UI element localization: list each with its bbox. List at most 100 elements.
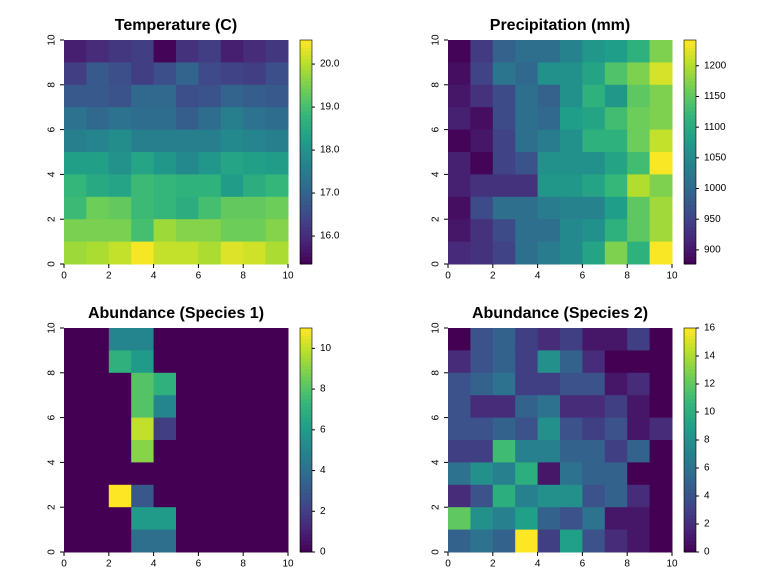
cell — [108, 507, 132, 531]
cell — [537, 440, 561, 463]
cell — [176, 196, 199, 220]
colorbar-segment — [684, 155, 696, 160]
colorbar-segment — [300, 361, 312, 366]
cell — [265, 107, 289, 131]
x-tick-label: 0 — [61, 559, 67, 570]
cell — [108, 84, 132, 108]
cell — [153, 350, 177, 374]
cell — [470, 84, 494, 108]
cell — [86, 507, 110, 531]
colorbar-segment — [684, 432, 696, 437]
cell — [64, 350, 87, 374]
cell — [627, 241, 651, 265]
colorbar-segment — [300, 328, 312, 333]
colorbar-segment — [300, 447, 312, 452]
cell — [64, 107, 87, 131]
cell — [492, 417, 516, 441]
cell — [604, 328, 628, 351]
cell — [560, 129, 583, 153]
cell — [582, 40, 606, 63]
cell — [108, 152, 132, 175]
cell — [243, 440, 267, 463]
colorbar-segment — [300, 342, 312, 348]
cell — [492, 40, 516, 63]
cell — [560, 152, 583, 175]
cell — [604, 107, 628, 131]
cell — [582, 462, 606, 486]
colorbar-segment — [300, 43, 312, 48]
colorbar-segment — [684, 222, 696, 228]
cell — [86, 462, 110, 486]
cell — [265, 84, 289, 108]
colorbar-segment — [684, 43, 696, 48]
cell — [515, 328, 539, 351]
colorbar-segment — [300, 51, 312, 56]
cell — [448, 174, 471, 198]
cell — [604, 219, 628, 243]
colorbar-tick-label: 6 — [704, 463, 710, 474]
cell — [220, 152, 244, 175]
cell — [649, 484, 673, 508]
cell — [153, 84, 177, 108]
colorbar-segment — [684, 462, 696, 467]
colorbar-segment — [684, 66, 696, 71]
cell — [649, 152, 673, 175]
colorbar-tick-label: 4 — [704, 491, 710, 502]
cell — [243, 40, 267, 63]
colorbar-segment — [684, 170, 696, 175]
colorbar-segment — [300, 66, 312, 71]
colorbar-segment — [300, 237, 312, 243]
colorbar-segment — [300, 537, 312, 542]
colorbar-segment — [684, 140, 696, 146]
cell — [560, 529, 583, 553]
cell — [649, 328, 673, 351]
cell — [220, 462, 244, 486]
colorbar-segment — [684, 413, 696, 419]
cell — [108, 328, 132, 351]
cell — [153, 174, 177, 198]
cell — [627, 372, 651, 396]
cell — [560, 107, 583, 131]
cell — [243, 328, 267, 351]
colorbar-segment — [300, 234, 312, 239]
cell — [153, 40, 177, 63]
colorbar-segment — [684, 369, 696, 374]
cell — [64, 507, 87, 531]
colorbar-segment — [684, 458, 696, 463]
cell — [627, 484, 651, 508]
colorbar-tick-label: 14 — [704, 351, 716, 362]
colorbar-segment — [300, 402, 312, 407]
cell — [604, 484, 628, 508]
cell — [64, 440, 87, 463]
y-tick-label: 0 — [431, 549, 442, 555]
cell — [153, 328, 177, 351]
colorbar-segment — [684, 144, 696, 149]
colorbar-segment — [300, 144, 312, 149]
colorbar-segment — [684, 421, 696, 426]
cell — [265, 62, 289, 86]
colorbar-segment — [684, 196, 696, 202]
cell — [265, 241, 289, 265]
colorbar-segment — [300, 174, 312, 179]
colorbar-segment — [300, 73, 312, 78]
cell — [515, 372, 539, 396]
cell — [537, 372, 561, 396]
cell — [243, 152, 267, 175]
cell — [131, 462, 155, 486]
colorbar-segment — [300, 458, 312, 463]
colorbar-segment — [684, 544, 696, 549]
cell — [220, 484, 244, 508]
colorbar-segment — [300, 148, 312, 153]
cell — [131, 219, 155, 243]
cell — [198, 372, 222, 396]
colorbar-segment — [684, 77, 696, 82]
colorbar-segment — [684, 466, 696, 471]
colorbar-segment — [300, 92, 312, 97]
colorbar-segment — [300, 522, 312, 527]
cell — [153, 372, 177, 396]
cell — [649, 62, 673, 86]
cell — [131, 40, 155, 63]
cell — [176, 350, 199, 374]
colorbar-segment — [684, 99, 696, 104]
colorbar-segment — [684, 234, 696, 239]
